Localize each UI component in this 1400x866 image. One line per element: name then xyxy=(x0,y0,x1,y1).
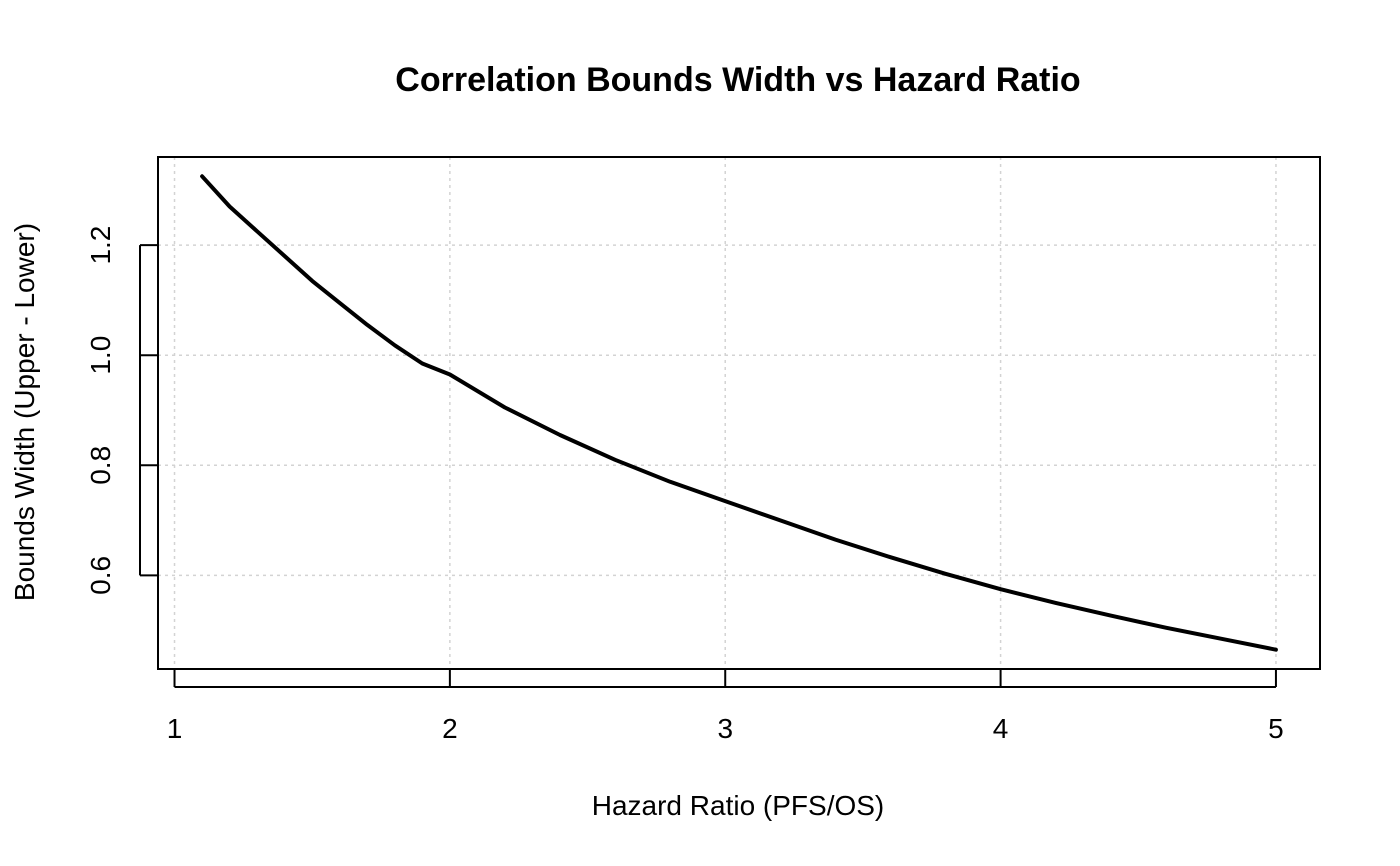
plot-frame xyxy=(157,156,1321,670)
y-tick-label: 0.6 xyxy=(85,556,116,595)
chart-title: Correlation Bounds Width vs Hazard Ratio xyxy=(395,61,1080,99)
x-tick-label: 2 xyxy=(442,713,458,744)
y-tick-label: 1.2 xyxy=(85,226,116,265)
x-axis-label: Hazard Ratio (PFS/OS) xyxy=(592,790,885,821)
x-tick-label: 5 xyxy=(1268,713,1284,744)
y-axis-label: Bounds Width (Upper - Lower) xyxy=(9,223,40,601)
x-axis: 1 2 3 4 5 xyxy=(167,669,1284,744)
y-tick-label: 0.8 xyxy=(85,446,116,485)
x-tick-label: 1 xyxy=(167,713,183,744)
series-layer xyxy=(200,174,1278,652)
y-tick-label: 1.0 xyxy=(85,336,116,375)
x-tick-label: 3 xyxy=(717,713,733,744)
grid xyxy=(158,157,1320,669)
y-axis: 0.6 0.8 1.0 1.2 xyxy=(85,226,158,595)
x-tick-label: 4 xyxy=(993,713,1009,744)
series-line xyxy=(200,174,1278,652)
